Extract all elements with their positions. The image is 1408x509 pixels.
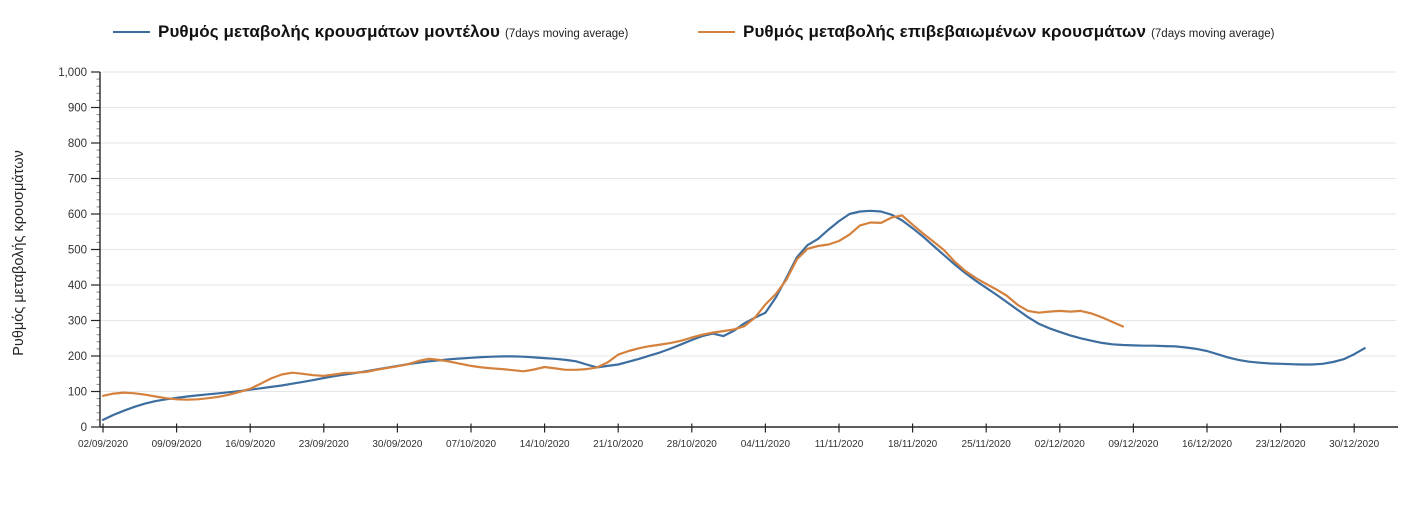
x-tick-label: 23/12/2020 [1256,439,1306,450]
x-tick-label: 04/11/2020 [741,439,791,450]
x-tick-label: 09/09/2020 [152,439,202,450]
y-tick-label: 500 [68,245,87,257]
legend-label-confirmed: Ρυθμός μεταβολής επιβεβαιωμένων κρουσμάτ… [743,22,1147,41]
y-tick-label: 0 [81,422,87,434]
x-tick-label: 16/09/2020 [225,439,275,450]
x-tick-label: 30/12/2020 [1329,439,1379,450]
x-tick-label: 02/09/2020 [78,439,128,450]
x-tick-label: 16/12/2020 [1182,439,1232,450]
y-tick-label: 900 [68,103,87,115]
x-tick-label: 23/09/2020 [299,439,349,450]
legend-sublabel-confirmed: (7days moving average) [1151,27,1275,40]
x-tick-label: 28/10/2020 [667,439,717,450]
y-tick-label: 800 [68,138,87,150]
x-tick-label: 25/11/2020 [962,439,1012,450]
y-tick-label: 100 [68,387,87,399]
legend-line-sample-model-icon [113,31,150,33]
y-tick-label: 200 [68,351,87,363]
x-tick-label: 11/11/2020 [815,439,864,450]
legend: Ρυθμός μεταβολής κρουσμάτων μοντέλου (7d… [0,0,1408,50]
legend-label-model: Ρυθμός μεταβολής κρουσμάτων μοντέλου [158,22,500,41]
y-tick-label: 1,000 [58,67,87,79]
series-line-model [101,209,1366,421]
x-tick-label: 30/09/2020 [372,439,422,450]
y-tick-label: 700 [68,174,87,186]
legend-item-model[interactable]: Ρυθμός μεταβολής κρουσμάτων μοντέλου (7d… [113,22,628,42]
x-tick-label: 02/12/2020 [1035,439,1085,450]
x-tick-label: 07/10/2020 [446,439,496,450]
y-tick-label: 600 [68,209,87,221]
series-line-confirmed [101,214,1125,401]
x-tick-label: 21/10/2020 [593,439,643,450]
y-tick-label: 400 [68,280,87,292]
legend-sublabel-model: (7days moving average) [505,27,629,40]
x-tick-label: 14/10/2020 [520,439,570,450]
y-tick-label: 300 [68,316,87,328]
legend-line-sample-confirmed-icon [698,31,735,33]
x-tick-label: 18/11/2020 [888,439,938,450]
x-tick-label: 09/12/2020 [1108,439,1158,450]
legend-item-confirmed[interactable]: Ρυθμός μεταβολής επιβεβαιωμένων κρουσμάτ… [698,22,1274,42]
